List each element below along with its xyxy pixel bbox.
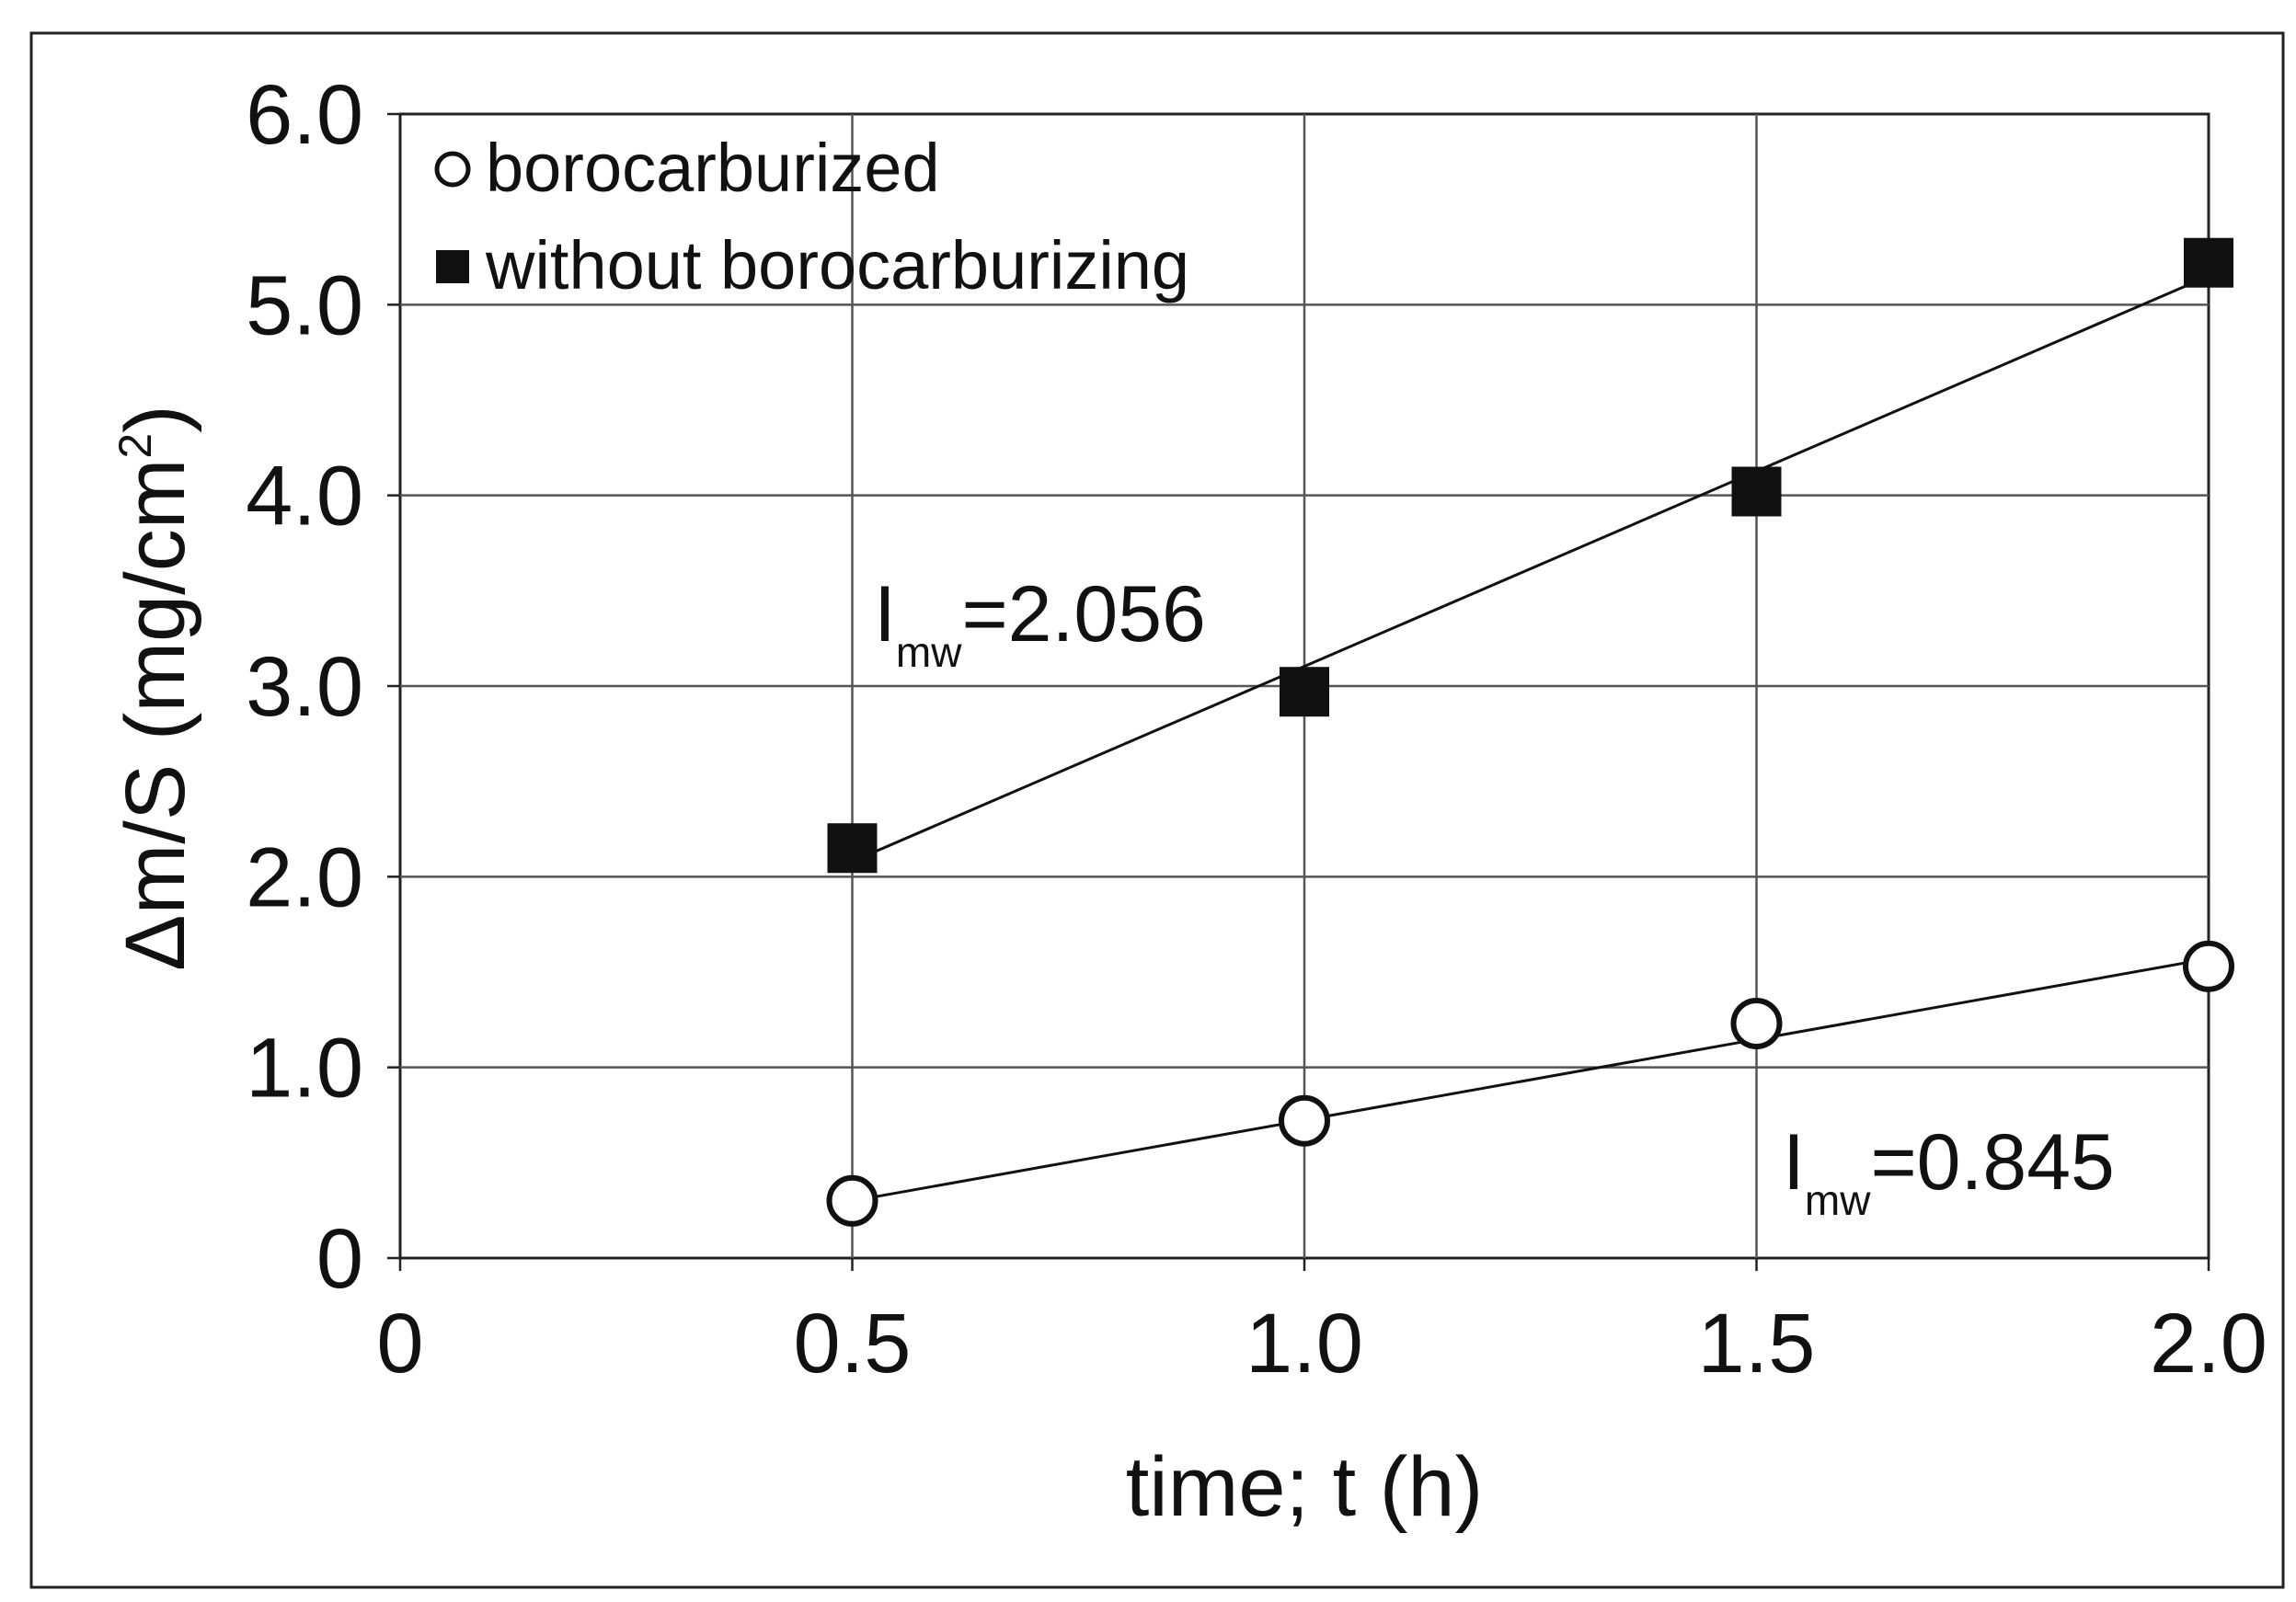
y-axis-label-main: Δm/S (mg/cm xyxy=(109,459,202,971)
x-tick-label: 1.5 xyxy=(1698,1297,1816,1390)
data-point-without-borocarburizing xyxy=(1731,466,1782,517)
legend-filled-square-icon xyxy=(436,250,469,283)
annotation-boro-main: I xyxy=(1783,1118,1805,1207)
data-point-borocarburized xyxy=(1730,997,1783,1049)
data-point-borocarburized xyxy=(1279,1094,1330,1147)
y-tick-label: 0 xyxy=(316,1212,363,1306)
data-point-borocarburized xyxy=(826,1174,878,1227)
annotation-boro-sub: mw xyxy=(1805,1176,1871,1224)
x-tick-label: 2.0 xyxy=(2150,1297,2267,1390)
x-tick-label: 0.5 xyxy=(794,1297,912,1390)
data-point-without-borocarburizing xyxy=(1280,667,1329,717)
annotation-boro-value: =0.845 xyxy=(1870,1118,2114,1207)
legend: borocarburized without borocarburizing xyxy=(434,130,1189,303)
legend-label-without-borocarburizing: without borocarburizing xyxy=(485,227,1189,303)
annotation-without-sub: mw xyxy=(896,628,962,676)
y-axis-label-close: ) xyxy=(109,405,202,433)
tick-labels: 0 1.0 2.0 3.0 4.0 5.0 6.0 0 0.5 1.0 1.5 2.0 xyxy=(246,68,2267,1390)
fit-line-borocarburized xyxy=(852,957,2210,1203)
annotation-without-main: I xyxy=(874,570,896,658)
data-point-without-borocarburizing xyxy=(2184,237,2233,288)
y-tick-label: 2.0 xyxy=(246,830,363,924)
y-tick-label: 4.0 xyxy=(246,450,363,544)
y-tick-label: 5.0 xyxy=(246,258,363,352)
fit-line-without-borocarburizing xyxy=(851,274,2210,864)
annotation-borocarburized: Imw=0.845 xyxy=(1783,1118,2115,1224)
y-tick-label: 1.0 xyxy=(246,1022,363,1116)
data-point-borocarburized xyxy=(2183,940,2234,992)
legend-open-circle-icon xyxy=(434,151,471,188)
y-tick-label: 3.0 xyxy=(246,640,363,734)
legend-label-borocarburized: borocarburized xyxy=(486,130,940,206)
x-tick-label: 1.0 xyxy=(1246,1297,1363,1390)
legend-marker-without-borocarburizing xyxy=(436,250,469,283)
y-axis-label: Δm/S (mg/cm2) xyxy=(109,405,202,971)
x-axis-label: time; t (h) xyxy=(1126,1440,1483,1534)
x-tick-label: 0 xyxy=(376,1297,423,1390)
y-tick-label: 6.0 xyxy=(246,68,363,162)
fit-lines xyxy=(851,274,2210,1203)
figure-frame xyxy=(29,31,2285,1589)
annotation-without-borocarburizing: Imw=2.056 xyxy=(874,570,1206,676)
y-axis-label-superscript: 2 xyxy=(109,433,161,459)
legend-marker-borocarburized xyxy=(434,151,471,188)
data-point-without-borocarburizing xyxy=(827,823,878,874)
data-markers xyxy=(826,237,2234,1227)
annotation-without-value: =2.056 xyxy=(961,570,1205,658)
grid xyxy=(400,114,2209,1258)
